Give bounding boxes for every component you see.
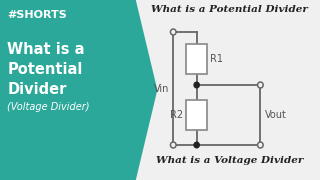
Bar <box>186 44 207 73</box>
Text: Divider: Divider <box>7 82 67 97</box>
Text: What is a: What is a <box>7 42 85 57</box>
Bar <box>186 100 207 130</box>
Circle shape <box>258 142 263 148</box>
Text: R1: R1 <box>210 53 223 64</box>
Text: Potential: Potential <box>7 62 83 77</box>
Text: (Voltage Divider): (Voltage Divider) <box>7 102 90 112</box>
Circle shape <box>258 82 263 88</box>
Text: What is a Voltage Divider: What is a Voltage Divider <box>156 156 303 165</box>
Circle shape <box>171 29 176 35</box>
Text: R2: R2 <box>171 110 184 120</box>
Text: What is a Potential Divider: What is a Potential Divider <box>151 5 308 14</box>
Circle shape <box>194 142 199 148</box>
Circle shape <box>171 142 176 148</box>
Text: Vin: Vin <box>154 84 170 93</box>
Text: #SHORTS: #SHORTS <box>7 10 67 20</box>
Polygon shape <box>0 0 157 180</box>
Circle shape <box>194 82 199 88</box>
Text: Vout: Vout <box>265 110 287 120</box>
